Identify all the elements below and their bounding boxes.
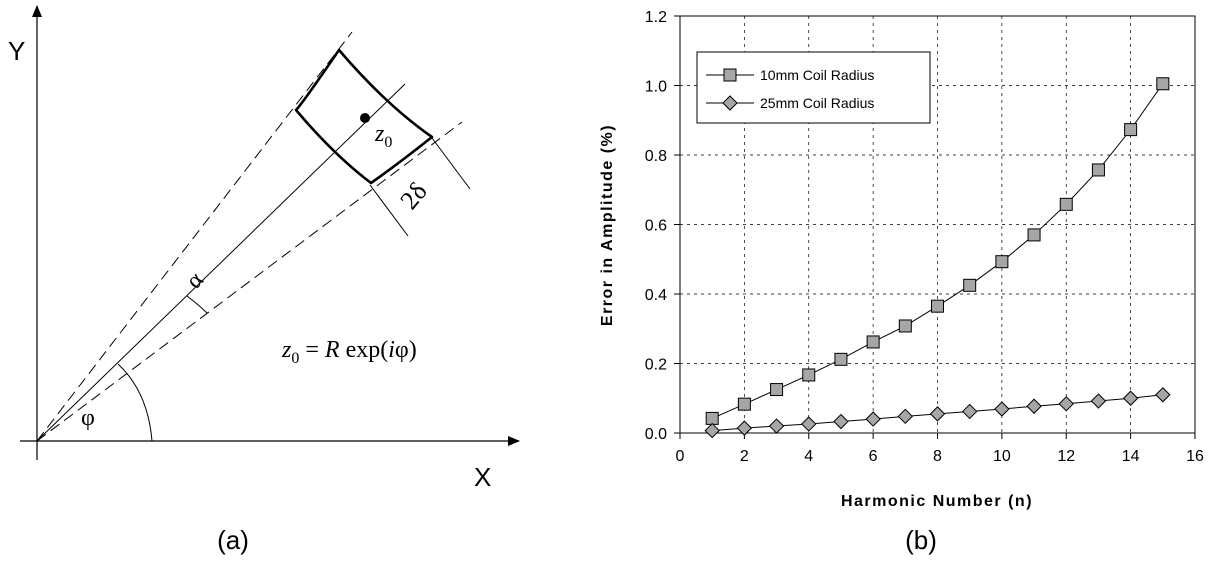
- data-point-diamond: [1155, 387, 1171, 403]
- center-ray: [36, 83, 406, 442]
- data-point-square: [1027, 228, 1041, 242]
- data-point-diamond: [768, 418, 785, 434]
- x-tick-label: 16: [1186, 448, 1204, 465]
- data-point-diamond: [833, 413, 849, 430]
- data-point-square: [1091, 163, 1105, 177]
- data-point-diamond: [1090, 393, 1107, 409]
- data-point-diamond: [801, 416, 817, 432]
- y-tick-label: 0.0: [645, 426, 667, 443]
- caption-b: (b): [905, 525, 937, 555]
- x-tick-label: 8: [933, 448, 942, 465]
- data-point-diamond: [736, 420, 753, 436]
- x-tick-label: 6: [869, 448, 878, 465]
- data-point-diamond: [961, 403, 978, 420]
- data-point-diamond: [1026, 398, 1042, 414]
- data-point-diamond: [704, 422, 720, 439]
- legend-box: [696, 51, 931, 124]
- y-tick-label: 1.2: [645, 9, 667, 26]
- annular-sector: [294, 48, 434, 185]
- formula: z0 = R exp(iφ): [281, 337, 417, 367]
- error-chart: 0 2 4 6 8 10 12 14 16 0.0 0.2 0.4 0.6 0.8 1.0 1.2 10mm …: [599, 9, 1204, 555]
- x-tick-label: 4: [804, 448, 813, 465]
- data-point-diamond: [1122, 390, 1139, 406]
- phi-label: φ: [81, 405, 95, 431]
- legend: 10mm Coil Radius 25mm Coil Radius: [696, 51, 931, 124]
- caption-a: (a): [217, 525, 249, 555]
- legend-marker-diamond: [722, 95, 738, 111]
- two-delta-label: 2δ: [394, 177, 432, 215]
- data-point-diamond: [929, 406, 946, 422]
- data-point-square: [1124, 123, 1138, 137]
- x-tick-label: 2: [740, 448, 749, 465]
- dimension-tick-2: [431, 137, 471, 190]
- data-point-diamond: [897, 408, 914, 425]
- x-tick-label: 10: [993, 448, 1011, 465]
- y-axis-label: Y: [8, 36, 25, 66]
- y-tick-label: 0.6: [645, 218, 667, 235]
- lower-dashed-ray: [36, 121, 463, 442]
- x-axis-title: Harmonic Number (n): [841, 493, 1033, 510]
- alpha-label: α: [181, 267, 209, 294]
- alpha-arc: [186, 295, 208, 314]
- data-point-square: [995, 255, 1009, 269]
- data-point-square: [1156, 77, 1170, 91]
- data-point-square: [963, 278, 977, 292]
- x-tick-label: 14: [1122, 448, 1140, 465]
- z0-point: [360, 113, 370, 123]
- x-tick-label: 12: [1057, 448, 1075, 465]
- y-tick-label: 0.2: [645, 357, 667, 374]
- y-tick-label: 0.4: [645, 287, 667, 304]
- data-point-square: [770, 383, 784, 397]
- data-point-square: [866, 335, 880, 349]
- data-point-diamond: [994, 401, 1010, 417]
- phi-arc: [117, 363, 153, 442]
- data-point-square: [1059, 197, 1073, 211]
- legend-label-1: 10mm Coil Radius: [760, 67, 874, 83]
- y-tick-label: 1.0: [645, 79, 667, 96]
- dimension-tick-1: [369, 184, 409, 237]
- x-axis-label: X: [474, 462, 491, 492]
- legend-marker-square: [723, 68, 737, 82]
- geometry-diagram: Y X z0 2δ α φ z0 = R exp(iφ) (a): [8, 5, 520, 555]
- data-point-square: [737, 397, 751, 411]
- ticks: 0 2 4 6 8 10 12 14 16 0.0 0.2 0.4 0.6 0.8 1.0 1.2: [645, 9, 1204, 465]
- z0-label: z0: [374, 121, 392, 151]
- data-point-square: [802, 368, 816, 382]
- series: [704, 77, 1171, 439]
- data-point-diamond: [1058, 396, 1074, 412]
- data-point-square: [834, 352, 848, 366]
- y-axis-title: Error in Amplitude (%): [599, 124, 616, 326]
- data-point-square: [931, 299, 944, 313]
- y-tick-label: 0.8: [645, 148, 667, 165]
- legend-label-2: 25mm Coil Radius: [760, 95, 874, 111]
- data-point-square: [898, 319, 912, 333]
- data-point-diamond: [865, 411, 881, 427]
- upper-dashed-ray: [36, 31, 353, 442]
- x-tick-label: 0: [676, 448, 685, 465]
- data-point-square: [705, 411, 719, 425]
